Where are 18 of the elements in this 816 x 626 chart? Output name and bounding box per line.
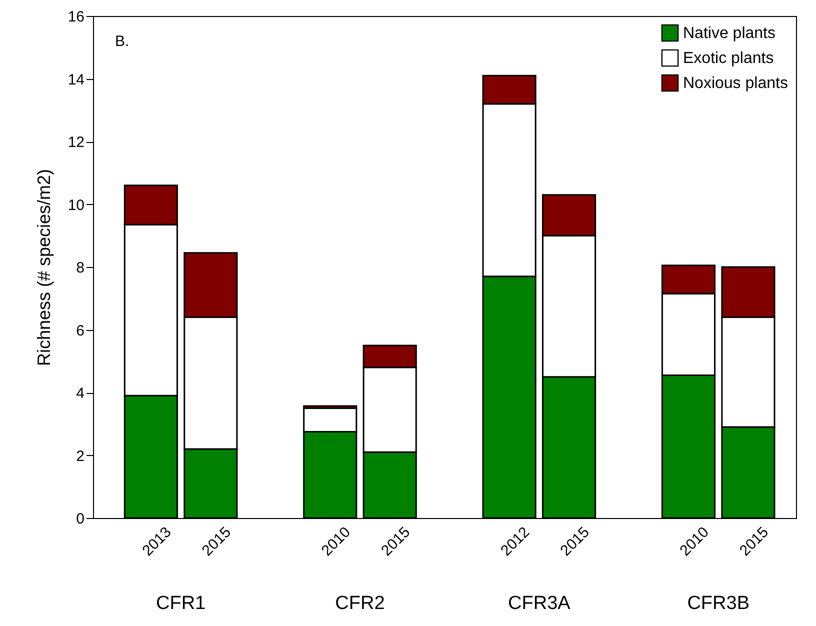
y-axis-title: Richness (# species/m2) (34, 168, 54, 366)
y-tick-label: 2 (76, 448, 84, 465)
y-tick-label: 10 (68, 196, 84, 214)
text: CFR1 (156, 593, 206, 614)
y-tick-label: 6 (76, 322, 84, 340)
y-tick-label: 16 (68, 8, 84, 26)
y-tick-label: 14 (68, 71, 84, 88)
y-tick-label: 8 (76, 260, 84, 276)
text: CFR3B (687, 593, 750, 614)
legend-label: Exotic plants (683, 50, 774, 67)
y-tick-label: 12 (68, 134, 84, 151)
legend-label: Noxious plants (683, 75, 788, 92)
text: CFR2 (335, 593, 385, 614)
y-tick-label: 0 (76, 510, 84, 528)
text: B. (115, 33, 130, 50)
y-tick-label: 4 (76, 385, 84, 402)
legend-label: Native plants (683, 25, 776, 42)
text: CFR3A (508, 593, 571, 614)
